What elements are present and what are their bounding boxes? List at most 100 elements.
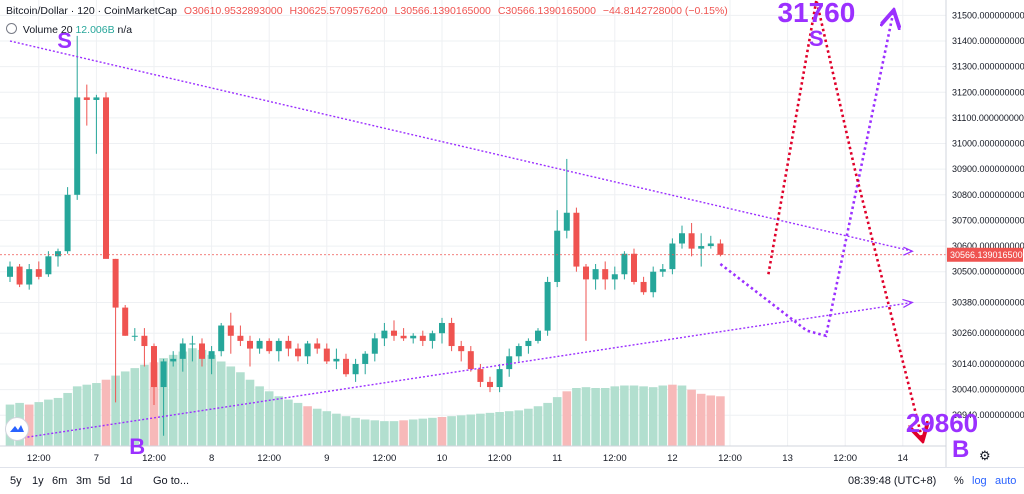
candle-body <box>371 338 378 354</box>
x-tick-label: 7 <box>94 453 99 464</box>
goto-button[interactable]: Go to... <box>153 475 190 487</box>
last-price-label: 30566.1390165000 <box>950 250 1024 260</box>
volume-bar <box>63 392 72 446</box>
timeframe-1y[interactable]: 1y <box>32 475 44 487</box>
volume-bar <box>322 411 332 446</box>
timeframe-5d[interactable]: 5d <box>98 475 111 487</box>
candle-body <box>669 243 676 270</box>
volume-bar <box>447 416 456 446</box>
y-tick-label: 30260.0000000000 <box>952 328 1024 338</box>
y-tick-label: 30140.0000000000 <box>952 359 1024 369</box>
volume-bar <box>274 396 284 446</box>
volume-bar <box>629 385 639 446</box>
candle-body <box>122 307 129 336</box>
candle-body <box>496 369 503 388</box>
candle-body <box>410 335 417 339</box>
volume-bar <box>101 379 111 446</box>
volume-bar <box>332 413 341 446</box>
clock-display[interactable]: 08:39:48 (UTC+8) <box>848 475 937 487</box>
candle-body <box>314 343 321 349</box>
volume-bar <box>341 416 351 446</box>
volume-bar <box>245 379 255 446</box>
volume-bars <box>5 348 725 446</box>
volume-bar <box>476 413 485 446</box>
volume-label[interactable]: Volume 20 <box>22 24 73 36</box>
candle-body <box>74 97 81 195</box>
candle-body <box>467 351 474 370</box>
x-tick-label: 9 <box>324 453 329 464</box>
x-tick-label: 12 <box>667 453 678 464</box>
percent-toggle[interactable]: % <box>954 475 964 487</box>
y-tick-label: 31400.0000000000 <box>952 36 1024 46</box>
x-tick-label: 12:00 <box>833 453 857 464</box>
candle-body <box>400 335 407 339</box>
tradingview-logo-icon[interactable] <box>5 417 29 441</box>
volume-bar <box>591 388 600 446</box>
symbol-legend: Bitcoin/Dollar · 120 · CoinMarketCap O30… <box>6 5 732 17</box>
ohlc-change: −44.8142728000 (−0.15%) <box>602 5 728 17</box>
trendline-upper-arrow <box>903 246 914 256</box>
volume-bar <box>168 354 178 446</box>
x-tick-label: 12:00 <box>373 453 397 464</box>
volume-bar <box>130 368 140 446</box>
symbol-title[interactable]: Bitcoin/Dollar · 120 · CoinMarketCap <box>6 5 177 17</box>
timeframe-1d[interactable]: 1d <box>120 475 133 487</box>
volume-bar <box>111 375 120 446</box>
volume-bar <box>284 399 293 446</box>
candle-body <box>640 281 647 293</box>
eye-icon[interactable] <box>6 23 17 34</box>
timeframe-6m[interactable]: 6m <box>52 475 68 487</box>
candle-body <box>247 340 253 349</box>
volume-bar <box>380 421 389 446</box>
x-tick-label: 12:00 <box>718 453 742 464</box>
candle-body <box>304 343 311 357</box>
candle-body <box>35 269 42 277</box>
x-tick-label: 8 <box>209 453 214 464</box>
candle-body <box>650 271 657 293</box>
timeframe-3m[interactable]: 3m <box>76 475 92 487</box>
candle-body <box>631 253 637 282</box>
candle-body <box>26 269 33 285</box>
volume-bar <box>188 348 197 446</box>
y-tick-label: 31100.0000000000 <box>952 113 1024 123</box>
volume-legend: Volume 20 12.006B n/a <box>6 23 132 36</box>
volume-bar <box>236 372 245 446</box>
volume-bar <box>639 386 648 446</box>
candle-body <box>717 243 724 255</box>
y-tick-label: 30700.0000000000 <box>952 215 1024 225</box>
candle-body <box>151 346 157 388</box>
candle-body <box>103 97 109 259</box>
candle-body <box>141 335 148 347</box>
timeframe-5y[interactable]: 5y <box>10 475 22 487</box>
gear-icon[interactable]: ⚙ <box>979 448 991 463</box>
volume-bar <box>34 402 44 446</box>
volume-bar <box>600 388 610 446</box>
candle-body <box>391 330 397 336</box>
volume-bar <box>572 388 581 446</box>
ohlc-low: L30566.1390165000 <box>394 5 491 17</box>
x-tick-label: 12:00 <box>257 453 281 464</box>
x-tick-label: 11 <box>552 453 562 464</box>
candle-body <box>535 330 541 341</box>
x-tick-label: 12:00 <box>488 453 512 464</box>
log-toggle[interactable]: log <box>972 475 987 487</box>
auto-toggle[interactable]: auto <box>995 475 1017 487</box>
x-tick-label: 14 <box>898 453 909 464</box>
candle-body <box>362 353 369 364</box>
volume-bar <box>495 412 504 446</box>
candle-body <box>698 246 705 249</box>
candle-body <box>295 348 301 357</box>
volume-bar <box>53 397 63 446</box>
candle-body <box>429 333 436 341</box>
y-tick-label: 30900.0000000000 <box>952 164 1024 174</box>
volume-bar <box>437 417 447 446</box>
x-tick-label: 13 <box>782 453 793 464</box>
price-axis: 31500.0000000000 31400.0000000000 31300.00… <box>945 0 1024 467</box>
candle-body <box>285 340 292 349</box>
price-chart[interactable]: 31500.0000000000 31400.0000000000 31300.00… <box>0 0 1024 467</box>
volume-bar <box>255 386 264 446</box>
candle-body <box>487 381 493 388</box>
ohlc-high: H30625.5709576200 <box>289 5 388 17</box>
volume-bar <box>303 406 312 446</box>
candle-body <box>7 266 13 277</box>
